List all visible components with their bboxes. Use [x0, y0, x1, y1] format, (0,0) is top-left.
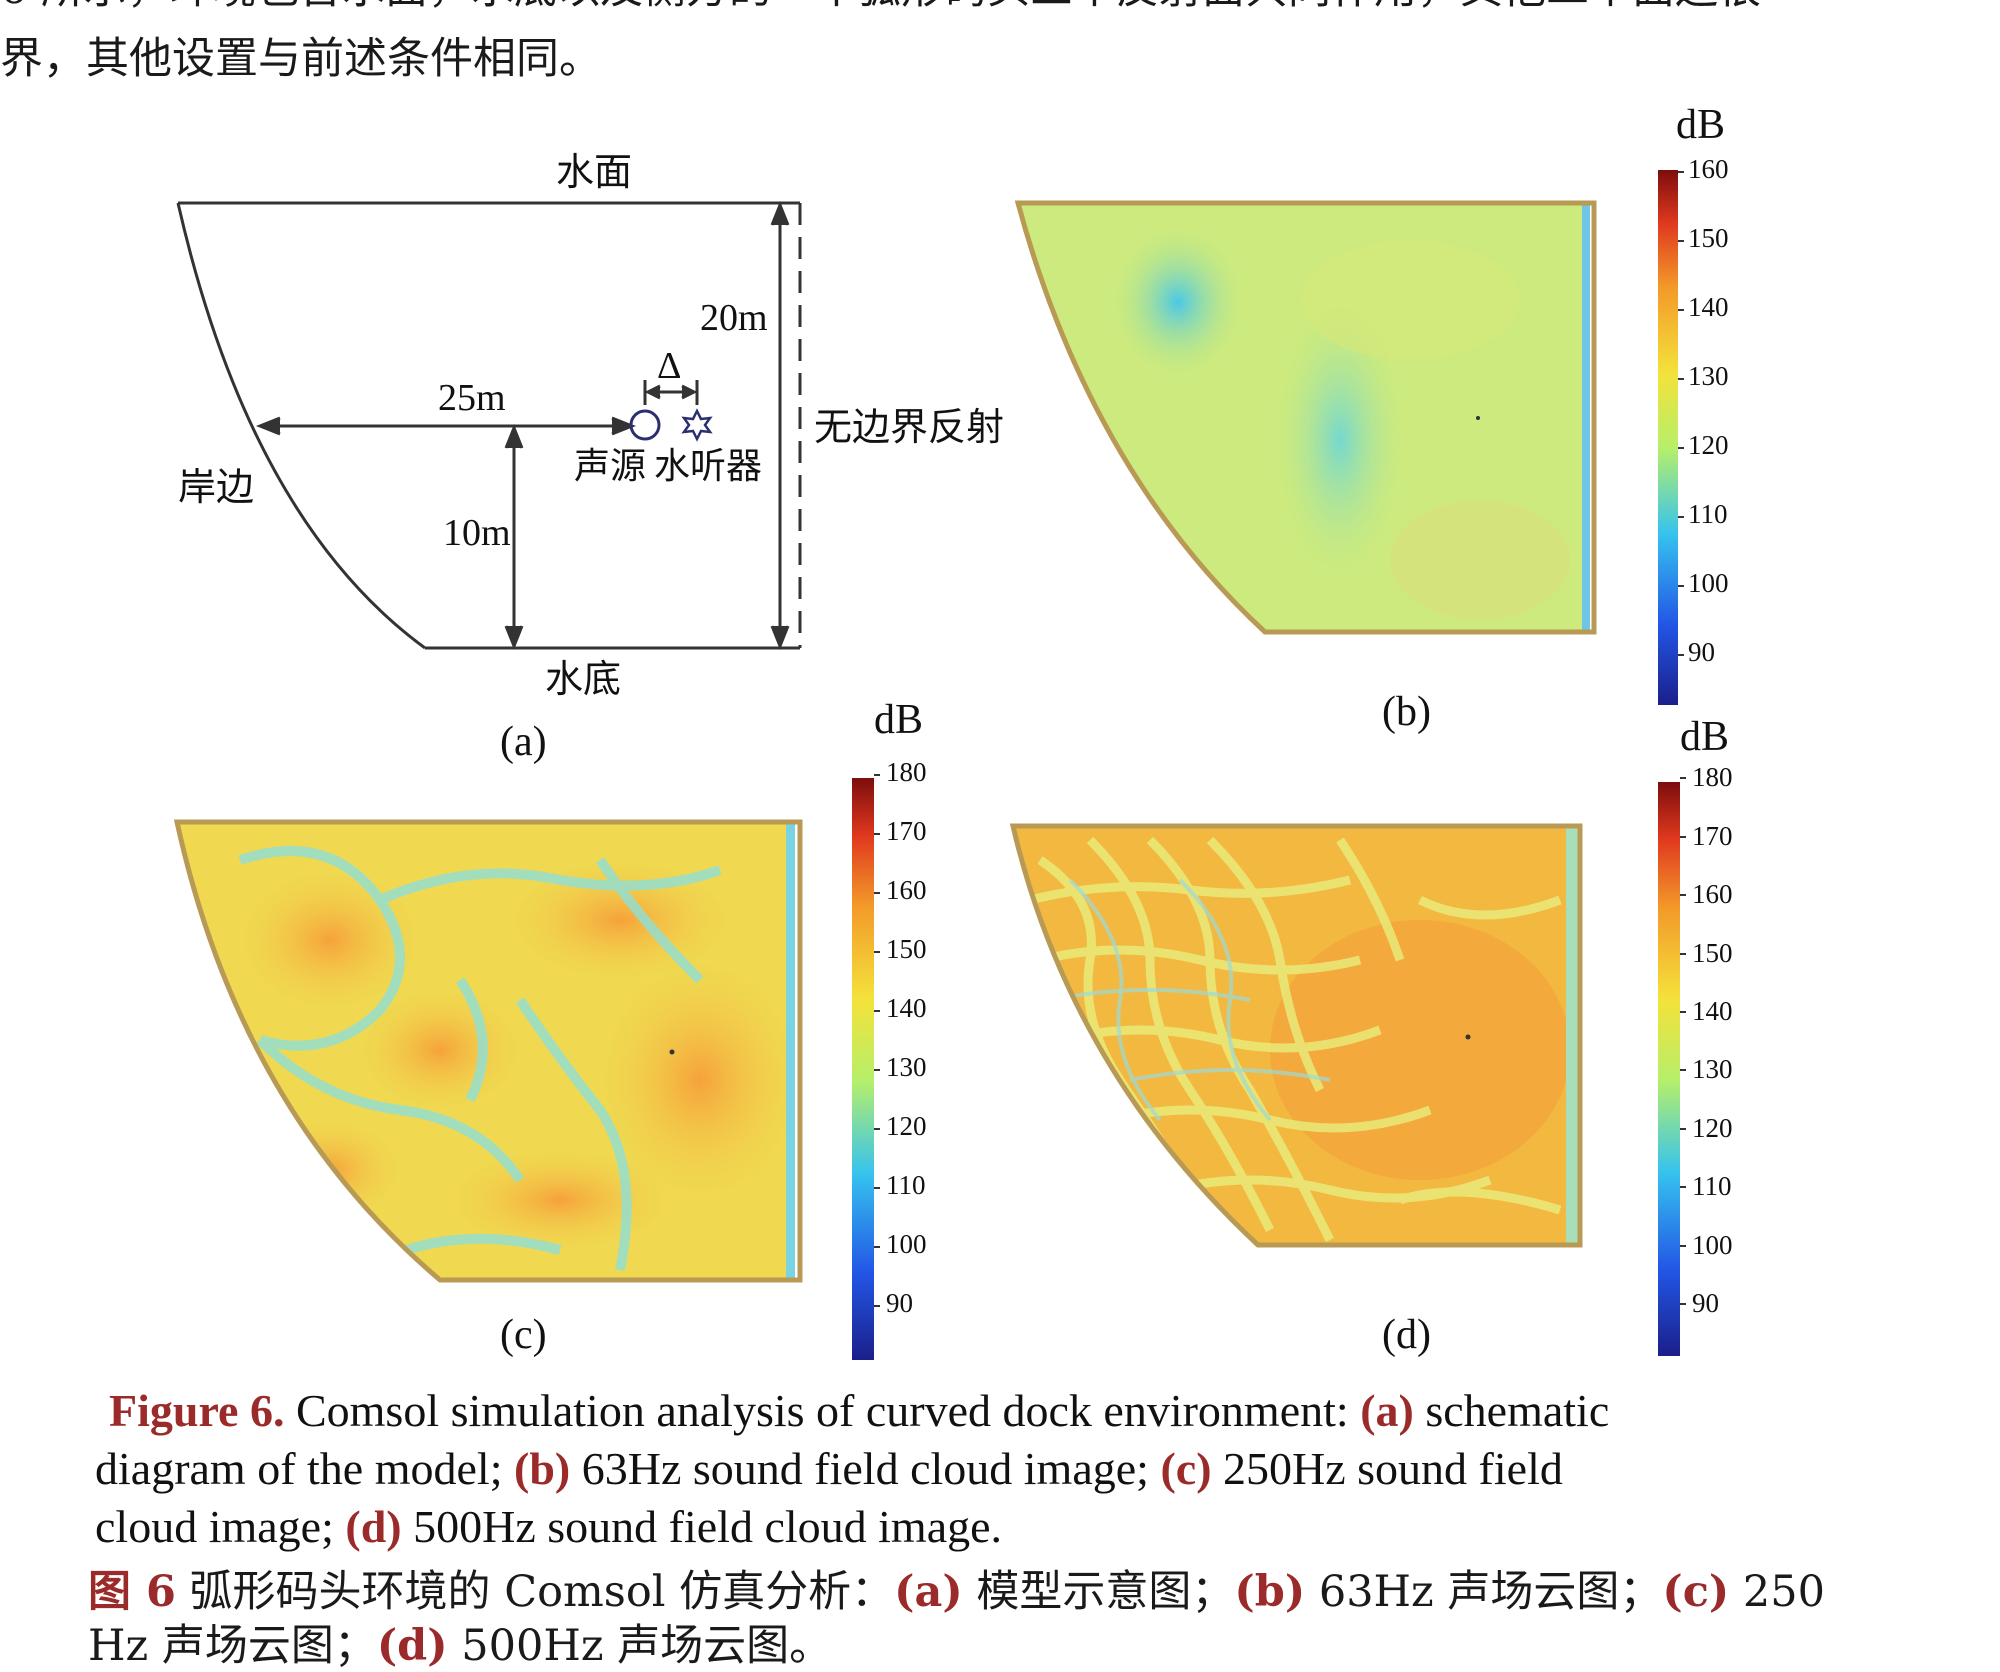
panel-c-colorbar: 180 170 160 150 140 130 120 110 100 90 d… [852, 697, 927, 1360]
tick-label: 130 [886, 1052, 927, 1082]
source-circle [629, 409, 661, 441]
label-source: 声源 [574, 446, 646, 487]
tick-label: 110 [886, 1170, 926, 1200]
caption-text: 63Hz sound field cloud image; [570, 1443, 1161, 1494]
tick-label: 100 [1692, 1230, 1733, 1260]
label-25m: 25m [438, 377, 506, 419]
tick-label: 140 [1688, 292, 1729, 322]
tick-label: 150 [1688, 223, 1729, 253]
tick-label: 150 [1692, 938, 1733, 968]
caption-cn-ref-b: (b) [1234, 1567, 1306, 1617]
unit-label: dB [1680, 714, 1729, 760]
label-hydrophone: 水听器 [654, 446, 762, 487]
body-text-line-1: 6 所示，环境包含水面，水底以及侧方的一个弧形码头三个反射面共同作用，其他二个面… [0, 0, 1761, 18]
tick-label: 170 [1692, 821, 1733, 851]
label-no-reflection: 无边界反射 [814, 405, 1004, 449]
panel-d-colorbar: 180 170 160 150 140 130 120 110 100 90 d… [1658, 714, 1733, 1356]
tick-label: 120 [1692, 1113, 1733, 1143]
tick-label: 140 [886, 993, 927, 1023]
caption-figure-number: Figure 6. [109, 1385, 285, 1436]
caption-text: 500Hz sound field cloud image. [401, 1501, 1003, 1552]
tick-label: 130 [1692, 1054, 1733, 1084]
caption-cn-ref-d: (d) [376, 1621, 448, 1671]
tick-label: 120 [1688, 430, 1729, 460]
label-water-bottom: 水底 [545, 657, 621, 701]
tick-label: 90 [1688, 637, 1715, 667]
caption-cn-text: 500Hz 声场云图。 [447, 1621, 833, 1671]
tick-label: 110 [1692, 1171, 1732, 1201]
caption-cn-figure-number: 图 6 [88, 1567, 176, 1617]
caption-cn-text: 250 [1729, 1567, 1826, 1617]
label-10m: 10m [443, 512, 511, 554]
caption-cn-ref-a: (a) [894, 1567, 963, 1617]
caption-text: cloud image; [95, 1501, 346, 1552]
caption-text: schematic [1413, 1385, 1610, 1436]
caption-cn-text: 63Hz 声场云图； [1305, 1567, 1663, 1617]
tick-label: 110 [1688, 499, 1728, 529]
panel-d-label: (d) [1382, 1312, 1431, 1358]
panel-d-field [1009, 823, 1583, 1248]
caption-cn-text: 弧形码头环境的 Comsol 仿真分析： [175, 1567, 895, 1617]
panel-b-field [1014, 200, 1597, 635]
caption-text: 250Hz sound field [1211, 1443, 1563, 1494]
tick-label: 170 [886, 816, 927, 846]
tick-label: 90 [886, 1288, 913, 1318]
unit-label: dB [874, 697, 923, 743]
panel-b-colorbar: 160 150 140 130 120 110 100 90 dB [1658, 102, 1729, 705]
caption-cn-text: Hz 声场云图； [88, 1621, 377, 1671]
tick-label: 140 [1692, 996, 1733, 1026]
tick-label: 160 [1688, 154, 1729, 184]
tick-label: 90 [1692, 1288, 1719, 1318]
hydrophone-star [681, 408, 713, 442]
panel-a-label: (a) [500, 719, 547, 765]
caption-ref-b: (b) [514, 1443, 571, 1494]
tick-label: 120 [886, 1111, 927, 1141]
figure-caption-cn-line-1: 图 6 弧形码头环境的 Comsol 仿真分析：(a) 模型示意图；(b) 63… [88, 1566, 1825, 1618]
label-shore: 岸边 [178, 465, 254, 509]
caption-text: Comsol simulation analysis of curved doc… [284, 1385, 1361, 1436]
caption-text: diagram of the model; [95, 1443, 514, 1494]
caption-ref-c: (c) [1160, 1443, 1212, 1494]
label-water-surface: 水面 [556, 150, 632, 194]
tick-label: 180 [886, 757, 927, 787]
tick-label: 160 [886, 875, 927, 905]
figure-caption-en: Figure 6. Comsol simulation analysis of … [95, 1382, 1895, 1556]
tick-label: 130 [1688, 361, 1729, 391]
caption-ref-a: (a) [1360, 1385, 1414, 1436]
unit-label: dB [1676, 102, 1725, 148]
caption-ref-d: (d) [345, 1501, 402, 1552]
panel-b-label: (b) [1382, 689, 1431, 735]
panel-c-label: (c) [500, 1312, 547, 1358]
tick-label: 150 [886, 934, 927, 964]
panel-c-field [173, 819, 803, 1283]
body-text-line-2: 界，其他设置与前述条件相同。 [0, 34, 602, 84]
label-delta: Δ [657, 345, 681, 387]
tick-label: 180 [1692, 762, 1733, 792]
tick-label: 100 [886, 1229, 927, 1259]
figure-caption-cn-line-2: Hz 声场云图；(d) 500Hz 声场云图。 [88, 1620, 832, 1672]
panel-a-schematic [176, 200, 802, 651]
caption-cn-ref-c: (c) [1662, 1567, 1730, 1617]
caption-cn-text: 模型示意图； [962, 1567, 1235, 1617]
label-20m: 20m [700, 297, 768, 339]
tick-label: 100 [1688, 568, 1729, 598]
tick-label: 160 [1692, 879, 1733, 909]
